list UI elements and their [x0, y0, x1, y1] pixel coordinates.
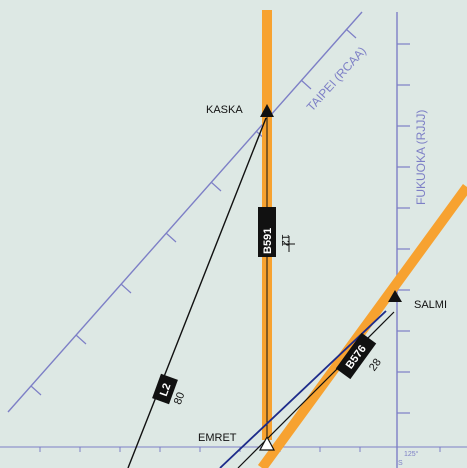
route-label-l2: L2 80 — [152, 373, 187, 407]
route-number-b576: 28 — [367, 357, 384, 374]
route-label-b591: B591 12 — [258, 207, 291, 257]
route-label-b576: B576 28 — [335, 332, 384, 380]
fix-label-emret: EMRET — [198, 432, 237, 444]
route-number-l2: 80 — [172, 391, 187, 407]
fukuoka-boundary-ticks — [397, 43, 410, 414]
fix-kaska-symbol — [260, 104, 274, 117]
route-b576-highlight — [257, 184, 467, 468]
fir-boundary-taipei — [7, 11, 363, 413]
cross-marker — [283, 236, 295, 252]
route-blue-line — [219, 310, 387, 468]
fix-emret-symbol — [258, 435, 276, 451]
route-l2-line — [127, 117, 267, 468]
small-grid-label: S — [398, 460, 403, 467]
route-id-l2: L2 — [158, 382, 174, 398]
fir-label-fukuoka: FUKUOKA (RJJJ) — [414, 110, 428, 205]
route-number-b591: 12 — [279, 234, 291, 246]
taipei-boundary-ticks — [30, 28, 357, 396]
route-id-b591: B591 — [262, 228, 274, 254]
fix-salmi-symbol — [388, 290, 402, 302]
fix-label-kaska: KASKA — [206, 104, 243, 116]
fix-label-salmi: SALMI — [414, 299, 447, 311]
longitude-label: 125° — [404, 450, 419, 458]
